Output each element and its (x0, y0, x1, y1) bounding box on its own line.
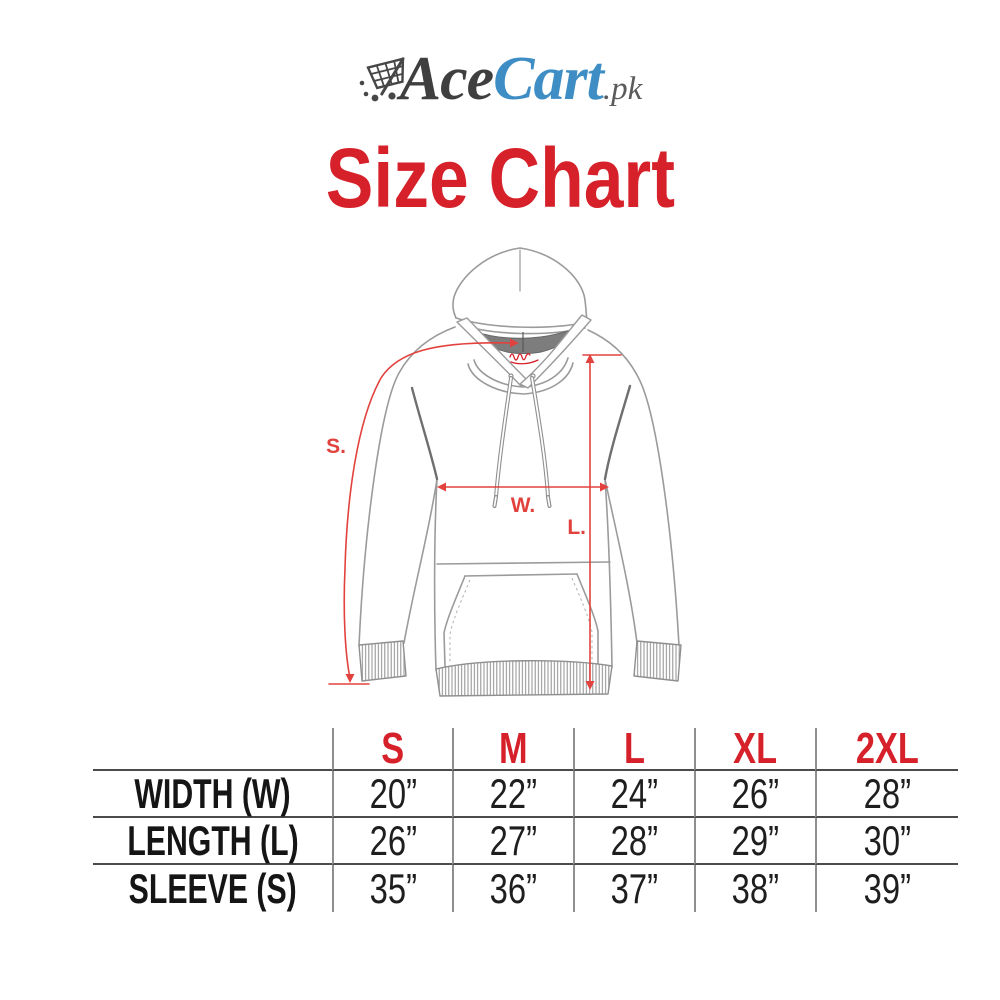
length-value-2xl: 30” (815, 817, 958, 865)
measurement-annotations (328, 341, 622, 687)
hoodie-measurement-diagram: S. W. L. (326, 247, 682, 697)
size-header-xl: XL (694, 724, 815, 773)
drawstrings (492, 373, 552, 508)
size-header-s: S (332, 724, 452, 773)
size-table: S M L XL 2XL WIDTH (W) 20” 22” 24” 26” 2… (93, 724, 958, 912)
ribbed-hem-and-cuffs (358, 640, 682, 697)
brand-logo: AceCart.pk (0, 48, 1000, 110)
sleeve-value-m: 36” (452, 865, 573, 912)
row-label-length: LENGTH (L) (93, 817, 332, 865)
length-value-m: 27” (452, 817, 573, 865)
pocket-stitching (449, 577, 593, 664)
row-label-width: WIDTH (W) (93, 770, 332, 818)
width-value-s: 20” (332, 770, 452, 818)
hood-brand-script-icon (509, 353, 539, 365)
sleeve-value-l: 37” (573, 865, 694, 912)
shopping-cart-icon (359, 57, 405, 102)
length-value-l: 28” (573, 817, 694, 865)
sleeve-measure-label: S. (326, 435, 346, 458)
size-header-l: L (573, 724, 694, 773)
brand-name: AceCart.pk (400, 48, 643, 110)
table-corner-cell (93, 728, 332, 771)
sleeve-value-xl: 38” (694, 865, 815, 912)
shoulder-seams (410, 384, 632, 481)
hood-front-flaps (456, 314, 592, 389)
brand-name-cart: Cart (493, 45, 604, 113)
width-value-xl: 26” (694, 770, 815, 818)
width-value-m: 22” (452, 770, 573, 818)
size-header-2xl: 2XL (815, 724, 958, 773)
width-measure-label: W. (511, 494, 536, 517)
measurement-arrowheads (345, 338, 609, 690)
hoodie-outline (358, 247, 680, 671)
length-measure-label: L. (567, 516, 586, 539)
brand-name-ace: Ace (399, 45, 494, 113)
page-title: Size Chart (325, 131, 675, 225)
sleeve-value-s: 35” (332, 865, 452, 912)
width-value-l: 24” (573, 770, 694, 818)
size-header-m: M (452, 724, 573, 773)
length-value-xl: 29” (694, 817, 815, 865)
row-label-sleeve: SLEEVE (S) (128, 864, 297, 912)
sleeve-value-2xl: 39” (815, 865, 958, 912)
length-value-s: 26” (332, 817, 452, 865)
width-value-2xl: 28” (815, 770, 958, 818)
brand-domain-suffix: .pk (602, 71, 643, 107)
